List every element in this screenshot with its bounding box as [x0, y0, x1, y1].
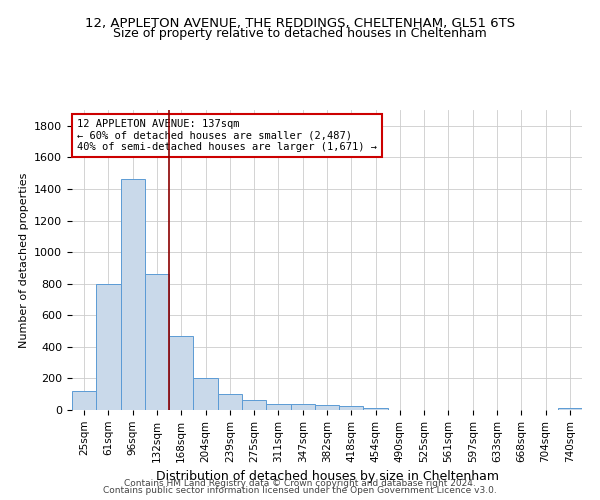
Text: 12 APPLETON AVENUE: 137sqm
← 60% of detached houses are smaller (2,487)
40% of s: 12 APPLETON AVENUE: 137sqm ← 60% of deta… — [77, 119, 377, 152]
Bar — [193, 378, 218, 410]
Bar — [218, 394, 242, 410]
Bar — [558, 408, 582, 410]
Bar — [364, 408, 388, 410]
Text: Size of property relative to detached houses in Cheltenham: Size of property relative to detached ho… — [113, 28, 487, 40]
X-axis label: Distribution of detached houses by size in Cheltenham: Distribution of detached houses by size … — [155, 470, 499, 483]
Y-axis label: Number of detached properties: Number of detached properties — [19, 172, 29, 348]
Bar — [339, 406, 364, 410]
Bar — [266, 404, 290, 410]
Bar — [96, 284, 121, 410]
Text: Contains HM Land Registry data © Crown copyright and database right 2024.: Contains HM Land Registry data © Crown c… — [124, 478, 476, 488]
Bar — [72, 391, 96, 410]
Bar — [290, 404, 315, 410]
Text: Contains public sector information licensed under the Open Government Licence v3: Contains public sector information licen… — [103, 486, 497, 495]
Text: 12, APPLETON AVENUE, THE REDDINGS, CHELTENHAM, GL51 6TS: 12, APPLETON AVENUE, THE REDDINGS, CHELT… — [85, 18, 515, 30]
Bar — [242, 400, 266, 410]
Bar — [121, 180, 145, 410]
Bar — [145, 274, 169, 410]
Bar — [169, 336, 193, 410]
Bar — [315, 406, 339, 410]
